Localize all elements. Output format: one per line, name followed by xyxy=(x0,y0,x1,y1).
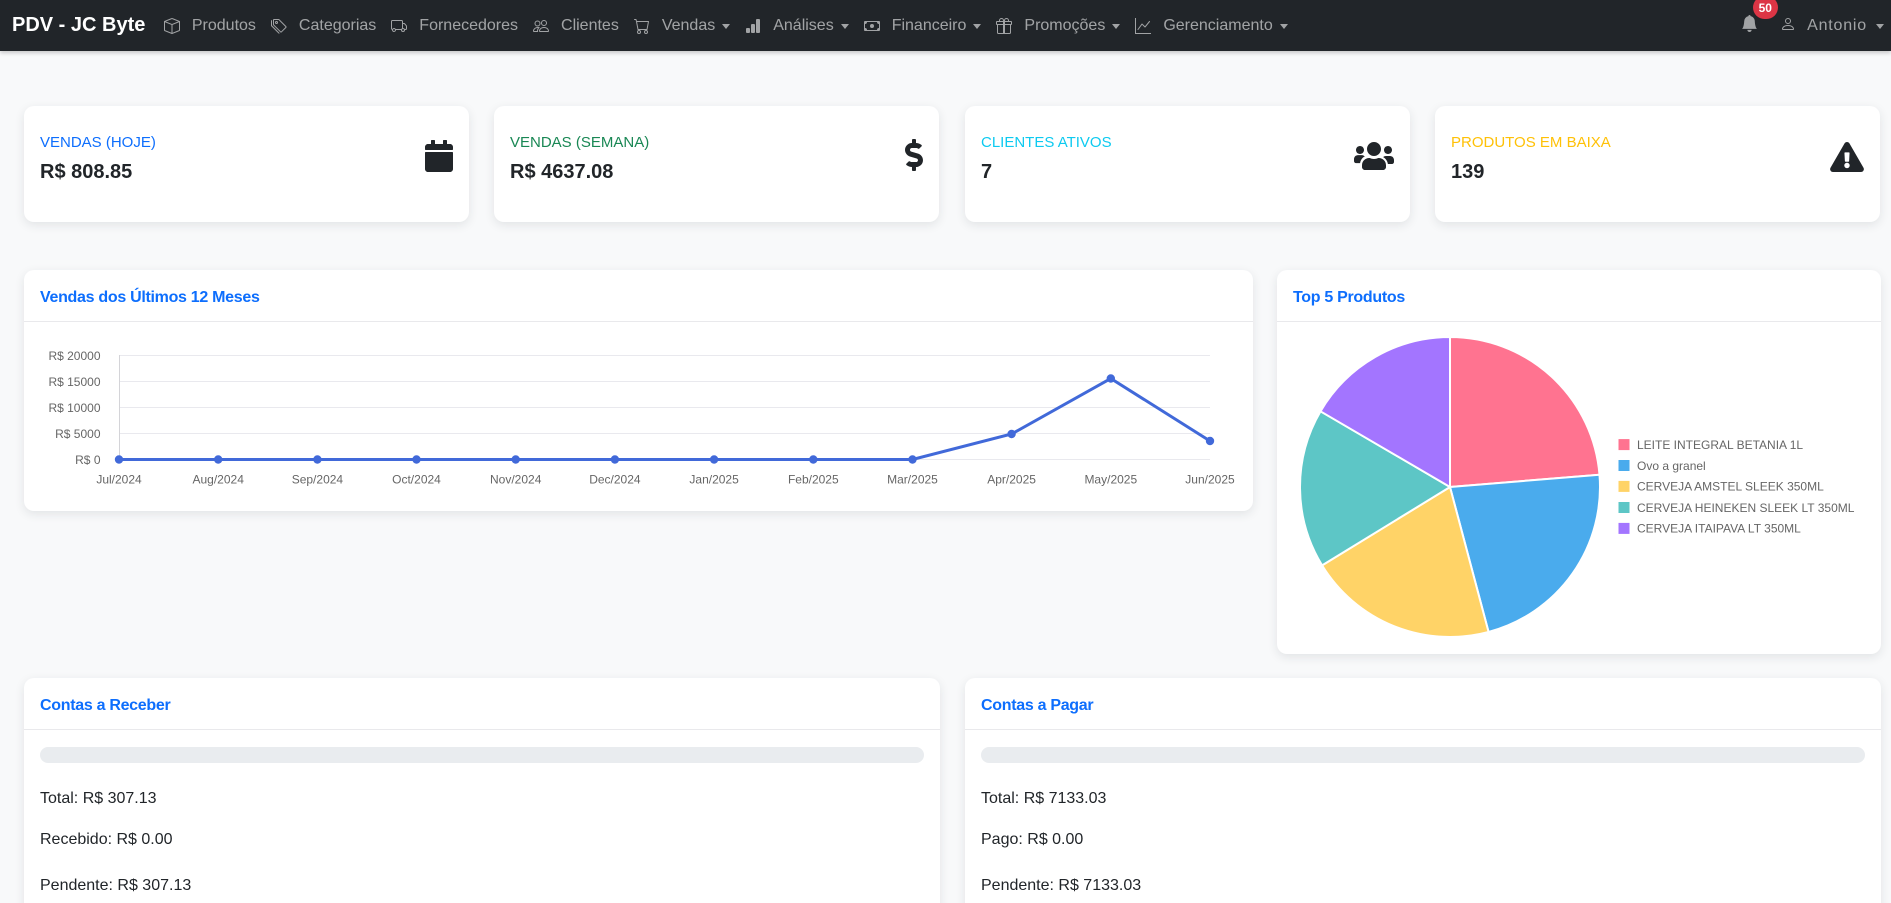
svg-text:May/2025: May/2025 xyxy=(1084,473,1137,487)
svg-text:R$ 5000: R$ 5000 xyxy=(55,427,101,441)
svg-text:Nov/2024: Nov/2024 xyxy=(490,473,542,487)
svg-text:R$ 0: R$ 0 xyxy=(75,453,101,467)
svg-text:CERVEJA AMSTEL SLEEK 350ML: CERVEJA AMSTEL SLEEK 350ML xyxy=(1637,480,1824,494)
svg-text:Feb/2025: Feb/2025 xyxy=(788,473,839,487)
svg-text:Mar/2025: Mar/2025 xyxy=(887,473,938,487)
svg-text:Jan/2025: Jan/2025 xyxy=(689,473,739,487)
svg-text:Ovo a granel: Ovo a granel xyxy=(1637,459,1706,473)
svg-text:LEITE INTEGRAL BETANIA 1L: LEITE INTEGRAL BETANIA 1L xyxy=(1637,438,1803,452)
svg-text:Aug/2024: Aug/2024 xyxy=(193,473,245,487)
svg-text:Dec/2024: Dec/2024 xyxy=(589,473,641,487)
svg-text:Apr/2025: Apr/2025 xyxy=(987,473,1036,487)
svg-text:CERVEJA HEINEKEN SLEEK LT 350M: CERVEJA HEINEKEN SLEEK LT 350ML xyxy=(1637,501,1855,515)
svg-text:Jul/2024: Jul/2024 xyxy=(96,473,142,487)
svg-text:R$ 10000: R$ 10000 xyxy=(48,401,100,415)
svg-text:Jun/2025: Jun/2025 xyxy=(1185,473,1235,487)
svg-text:CERVEJA ITAIPAVA LT 350ML: CERVEJA ITAIPAVA LT 350ML xyxy=(1637,522,1801,536)
svg-text:Oct/2024: Oct/2024 xyxy=(392,473,441,487)
svg-text:R$ 15000: R$ 15000 xyxy=(48,375,100,389)
svg-text:Sep/2024: Sep/2024 xyxy=(292,473,344,487)
svg-text:R$ 20000: R$ 20000 xyxy=(48,349,100,363)
